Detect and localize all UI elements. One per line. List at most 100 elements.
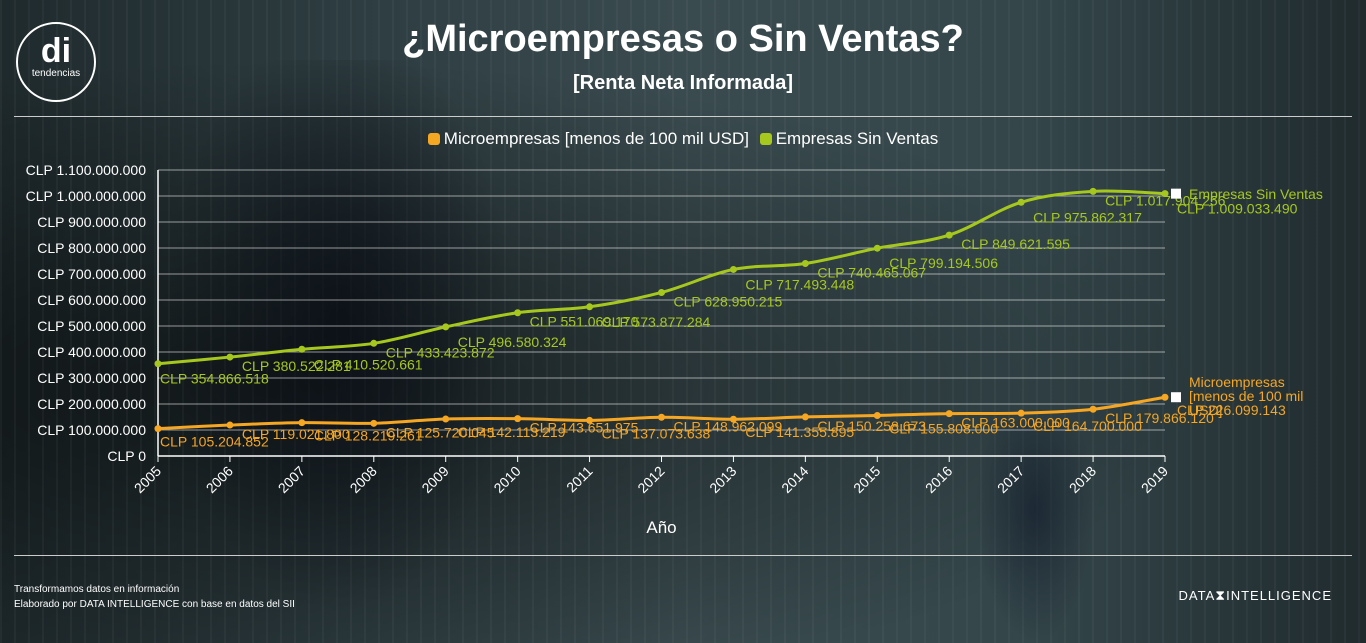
data-label: CLP 799.194.506: [889, 255, 998, 271]
data-label: CLP 148.962.099: [674, 418, 783, 434]
data-point: [873, 244, 881, 252]
logo-main-text: di: [40, 32, 72, 70]
data-point: [1089, 405, 1097, 413]
data-label: CLP 354.866.518: [160, 371, 269, 387]
data-label: CLP 551.069.170: [530, 314, 639, 330]
data-point: [873, 411, 881, 419]
data-label: CLP 105.204.852: [160, 434, 269, 450]
data-label: CLP 717.493.448: [745, 276, 854, 292]
legend-item-sin-ventas[interactable]: Empresas Sin Ventas: [759, 129, 939, 149]
data-point: [370, 419, 378, 427]
legend-label-sin-ventas: Empresas Sin Ventas: [775, 129, 939, 148]
data-label: CLP 119.021.800: [242, 426, 350, 442]
data-point: [1017, 409, 1025, 417]
y-tick-label: CLP 300.000.000: [37, 370, 146, 386]
data-label: CLP 155.808.000: [889, 420, 998, 436]
series-end-label: Empresas Sin Ventas: [1189, 186, 1323, 202]
data-label: CLP 163.000.000: [961, 415, 1070, 431]
ditendencias-logo[interactable]: di tendencias: [16, 22, 96, 102]
x-tick-label: 2005: [131, 463, 164, 496]
data-label: CLP 150.258.673: [817, 418, 926, 434]
data-point: [658, 288, 665, 296]
data-label: CLP 142.113.219: [458, 424, 566, 440]
x-tick-label: 2017: [994, 463, 1027, 496]
x-tick-label: 2016: [922, 463, 955, 496]
x-tick-label: 2010: [490, 463, 523, 496]
y-tick-label: CLP 1.100.000.000: [26, 162, 147, 178]
x-tick-label: 2006: [203, 463, 236, 496]
data-point: [801, 413, 809, 421]
data-label: CLP 137.073.638: [602, 425, 711, 441]
footer-source: Elaborado por DATA INTELLIGENCE con base…: [14, 599, 295, 610]
x-tick-label: 2014: [778, 463, 811, 496]
data-label: CLP 496.580.324: [458, 334, 567, 350]
data-point: [1161, 190, 1169, 198]
legend-item-microempresas[interactable]: Microempresas [menos de 100 mil USD]: [427, 129, 749, 149]
x-tick-label: 2009: [418, 463, 451, 496]
data-point: [1161, 393, 1169, 401]
legend-label-microempresas: Microempresas [menos de 100 mil USD]: [443, 129, 749, 148]
data-intelligence-brand[interactable]: DATA⧗INTELLIGENCE: [1179, 587, 1333, 604]
data-point: [658, 413, 665, 421]
data-point: [586, 303, 594, 311]
data-point: [154, 360, 162, 368]
data-point: [945, 231, 953, 239]
x-tick-label: 2007: [275, 463, 308, 496]
x-tick-label: 2011: [563, 463, 596, 496]
data-point: [801, 259, 809, 267]
data-point: [370, 339, 378, 347]
data-point: [514, 415, 522, 423]
data-label: CLP 740.465.067: [817, 264, 926, 280]
footer-tagline: Transformamos datos en información: [14, 584, 180, 595]
data-label: CLP 1.009.033.490: [1177, 201, 1298, 217]
data-point: [945, 410, 953, 418]
page-title: ¿Microempresas o Sin Ventas?: [402, 18, 964, 60]
data-label: CLP 1.017.904.256: [1105, 192, 1226, 208]
chart-legend: Microempresas [menos de 100 mil USD] Emp…: [0, 129, 1366, 149]
data-point: [226, 353, 234, 361]
background-worker: [975, 420, 1095, 643]
data-label: CLP 141.355.895: [745, 424, 854, 440]
series-end-label: Microempresas: [1189, 374, 1285, 390]
x-tick-label: 2012: [634, 463, 667, 496]
y-tick-label: CLP 1.000.000.000: [26, 188, 147, 204]
data-label: CLP 975.862.317: [1033, 209, 1142, 225]
data-label: CLP 380.522.281: [242, 358, 351, 374]
data-label: CLP 143.651.975: [530, 420, 639, 436]
data-label: CLP 849.621.595: [961, 236, 1070, 252]
background-figure: [150, 60, 530, 640]
y-tick-label: CLP 500.000.000: [37, 318, 146, 334]
x-tick-label: 2013: [706, 463, 739, 496]
data-label: CLP 164.700.000: [1033, 418, 1142, 434]
data-point: [442, 323, 450, 331]
data-point: [729, 415, 737, 423]
y-tick-label: CLP 400.000.000: [37, 344, 146, 360]
bottom-divider: [14, 555, 1352, 556]
x-axis-title: Año: [646, 518, 676, 537]
brand-left: DATA: [1178, 588, 1216, 603]
series-end-marker: [1171, 392, 1181, 403]
x-tick-label: 2015: [850, 463, 883, 496]
y-tick-label: CLP 100.000.000: [37, 422, 146, 438]
series-end-label: [menos de 100 mil: [1189, 388, 1303, 404]
data-point: [226, 421, 234, 429]
y-tick-label: CLP 200.000.000: [37, 396, 146, 412]
data-label: CLP 628.950.215: [674, 293, 783, 309]
logo-sub-text: tendencias: [31, 68, 81, 79]
data-label: CLP 410.520.661: [314, 356, 423, 372]
y-tick-label: CLP 900.000.000: [37, 214, 146, 230]
data-point: [1089, 187, 1097, 195]
legend-swatch-microempresas: [427, 133, 440, 145]
data-point: [1017, 198, 1025, 206]
top-divider: [14, 116, 1352, 117]
x-tick-label: 2018: [1066, 463, 1099, 496]
series-line-1: [157, 189, 1166, 366]
data-point: [729, 265, 737, 273]
data-label: CLP 128.219.261: [314, 428, 423, 444]
x-tick-label: 2019: [1138, 463, 1171, 496]
y-tick-label: CLP 600.000.000: [37, 292, 146, 308]
data-label: CLP 226.099.143: [1177, 402, 1286, 418]
data-point: [514, 309, 522, 317]
brand-right: INTELLIGENCE: [1226, 588, 1332, 603]
